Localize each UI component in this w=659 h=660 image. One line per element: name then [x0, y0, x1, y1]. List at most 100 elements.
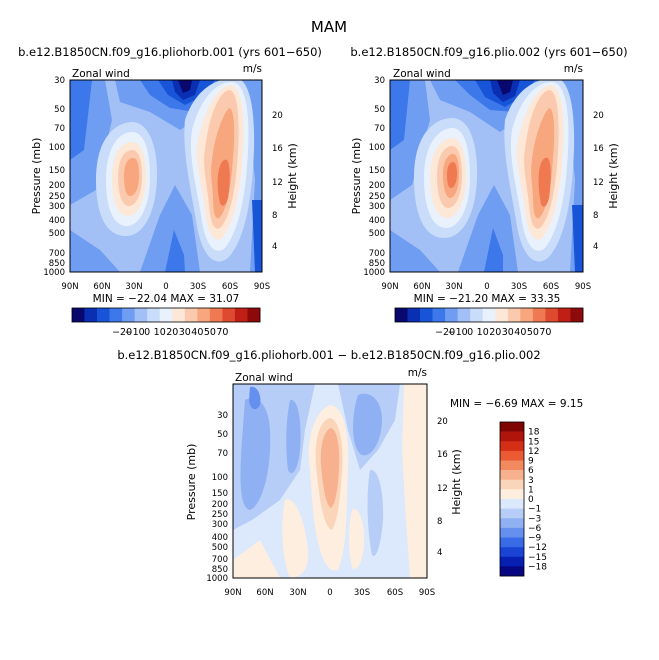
x-tick-label: 90N [61, 282, 78, 292]
x-tick-label: 60S [387, 588, 403, 598]
colorbar-swatch [570, 308, 584, 322]
colorbar-swatch [184, 308, 198, 322]
colorbar-tick-label: 18 [528, 428, 540, 438]
colorbar-swatch [500, 470, 524, 481]
panel-3-contour [353, 393, 382, 456]
colorbar-swatch [545, 308, 559, 322]
colorbar-swatch [520, 308, 534, 322]
y-tick-label: 50 [217, 430, 228, 440]
colorbar-tick-label: 20 [166, 327, 178, 338]
y-tick-label: 850 [369, 259, 385, 269]
colorbar-swatch [500, 441, 524, 452]
colorbar-tick-label: −18 [528, 562, 547, 572]
x-tick-label: 90N [224, 588, 241, 598]
panel-3-subtitle-left: Zonal wind [235, 372, 293, 384]
panel-2-contour [390, 80, 410, 150]
colorbar-tick-label: 1 [528, 485, 534, 495]
colorbar-swatch [500, 422, 524, 432]
colorbar-tick-label: −1 [528, 505, 541, 515]
colorbar-swatch [159, 308, 173, 322]
y-tick-label: 300 [49, 202, 65, 212]
colorbar-tick-label: 10 [477, 327, 489, 338]
colorbar-swatch [532, 308, 546, 322]
colorbar-swatch [500, 547, 524, 558]
panel-2-title: b.e12.B1850CN.f09_g16.plio.002 (yrs 601−… [350, 45, 627, 59]
panel-1-contour [252, 200, 262, 272]
panel-2-contour [390, 230, 440, 272]
y-tick-label: 300 [212, 520, 228, 530]
x-tick-label: 90S [575, 282, 591, 292]
panel-3-title: b.e12.B1850CN.f09_g16.pliohorb.001 − b.e… [117, 348, 540, 362]
colorbar-swatch [197, 308, 211, 322]
height-tick-label: 16 [437, 450, 448, 460]
colorbar-swatch [432, 308, 446, 322]
colorbar-swatch [500, 460, 524, 471]
colorbar-tick-label: −20 [435, 327, 455, 338]
panel-3-ylabel: Pressure (mb) [185, 444, 198, 521]
y-tick-label: 400 [369, 216, 385, 226]
colorbar-swatch [420, 308, 433, 322]
panel-3-y-axis: 30 50 70 100 150 200 250 300 400 500 700… [206, 411, 228, 584]
panel-2-contour [447, 162, 457, 188]
panel-2-contours [390, 80, 583, 272]
colorbar-tick-label: −12 [528, 543, 547, 553]
panel-1-subtitle-left: Zonal wind [72, 68, 130, 80]
colorbar-swatch [500, 537, 524, 548]
y-tick-label: 70 [374, 124, 385, 134]
y-tick-label: 200 [49, 181, 65, 191]
panel-1-contour [140, 185, 200, 272]
panel-1-units: m/s [243, 63, 262, 75]
y-tick-label: 250 [212, 510, 228, 520]
panel-3-height-axis: 20 16 12 8 4 [437, 417, 448, 558]
colorbar-tick-label: −9 [528, 534, 542, 544]
x-tick-label: 60S [222, 282, 238, 292]
colorbar-tick-label: −10 [125, 327, 145, 338]
y-tick-label: 1000 [206, 574, 228, 584]
x-tick-label: 0 [163, 282, 168, 292]
colorbar-tick-label: 70 [539, 327, 551, 338]
height-tick-label: 20 [272, 111, 283, 121]
colorbar-tick-label: 9 [528, 457, 534, 467]
colorbar-swatch [500, 518, 524, 529]
colorbar-swatch [470, 308, 484, 322]
panel-3-ylabel-right: Height (km) [450, 449, 463, 515]
panel-2-height-axis: 20 16 12 8 4 [593, 111, 604, 252]
colorbar-swatch [72, 308, 85, 322]
x-tick-label: 30N [445, 282, 462, 292]
height-tick-label: 12 [437, 484, 448, 494]
height-tick-label: 4 [593, 242, 598, 252]
colorbar-tick-label: 70 [216, 327, 228, 338]
y-tick-label: 500 [49, 229, 65, 239]
x-tick-label: 30S [511, 282, 527, 292]
colorbar-tick-label: 0 [467, 327, 473, 338]
x-tick-label: 30S [190, 282, 206, 292]
colorbar-swatch [172, 308, 186, 322]
panel-3-contour [320, 428, 340, 508]
panel-3-contour [286, 399, 301, 474]
colorbar-swatch [222, 308, 236, 322]
x-tick-label: 0 [327, 588, 332, 598]
y-tick-label: 100 [212, 473, 228, 483]
panel-3-contour [367, 469, 384, 556]
x-tick-label: 30N [125, 282, 142, 292]
y-tick-label: 1000 [43, 268, 65, 278]
panel-1-contour [124, 158, 139, 196]
panel-1-frame [69, 79, 263, 273]
height-tick-label: 20 [593, 111, 604, 121]
colorbar-swatch [500, 556, 524, 567]
x-tick-label: 0 [484, 282, 489, 292]
panel-2-subtitle-left: Zonal wind [393, 68, 451, 80]
y-tick-label: 700 [49, 249, 65, 259]
colorbar-tick-label: 6 [528, 466, 534, 476]
height-tick-label: 8 [593, 211, 598, 221]
panel-2-ylabel-right: Height (km) [607, 143, 620, 209]
panel-2-colorbar: −20−10 0 10 20 30 40 50 70 [394, 307, 584, 338]
x-tick-label: 90S [254, 282, 270, 292]
colorbar-swatch [495, 308, 509, 322]
y-tick-label: 30 [54, 76, 65, 86]
x-tick-label: 90S [419, 588, 435, 598]
colorbar-tick-label: 15 [528, 437, 539, 447]
height-tick-label: 12 [272, 178, 283, 188]
